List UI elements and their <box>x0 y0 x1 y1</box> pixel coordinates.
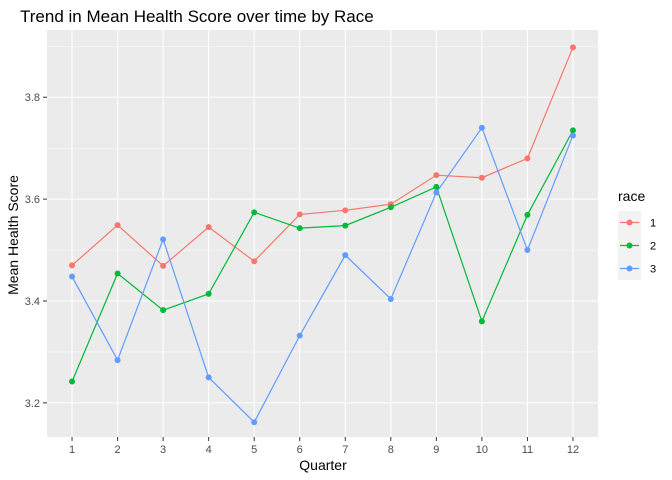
data-point-race-2 <box>524 211 531 218</box>
data-point-race-3 <box>478 124 485 131</box>
y-tick-label: 3.8 <box>25 92 40 104</box>
legend-label: 2 <box>650 241 656 253</box>
x-axis: 1 2 3 4 5 6 7 8 9 10 11 12 <box>69 437 579 456</box>
data-point-race-1 <box>251 258 258 265</box>
series-lines <box>71 47 574 424</box>
major-gridlines <box>47 30 598 437</box>
data-point-race-2 <box>342 222 349 229</box>
x-tick-label: 2 <box>115 444 121 456</box>
data-point-race-1 <box>69 262 76 269</box>
legend-title: race <box>618 188 645 204</box>
data-point-race-2 <box>433 183 440 190</box>
x-tick-label: 8 <box>388 444 394 456</box>
legend-key-point <box>626 265 633 272</box>
x-tick-label: 1 <box>69 444 75 456</box>
data-point-race-2 <box>160 307 167 314</box>
minor-gridlines <box>47 46 598 353</box>
x-axis-title: Quarter <box>299 457 347 473</box>
data-point-race-1 <box>478 174 485 181</box>
x-tick-label: 3 <box>160 444 166 456</box>
x-tick-label: 11 <box>522 444 533 456</box>
data-point-race-1 <box>569 44 576 51</box>
data-point-race-3 <box>205 374 212 381</box>
data-point-race-1 <box>205 224 212 231</box>
x-tick-label: 6 <box>297 444 303 456</box>
y-tick-label: 3.4 <box>25 296 40 308</box>
legend-key-point <box>626 242 633 249</box>
y-axis-title: Mean Health Score <box>5 175 21 295</box>
data-point-race-1 <box>114 222 121 229</box>
data-point-race-1 <box>433 172 440 179</box>
x-tick-label: 12 <box>567 444 579 456</box>
data-point-race-2 <box>387 204 394 211</box>
plot-panel <box>47 30 598 437</box>
chart-title: Trend in Mean Health Score over time by … <box>20 7 374 26</box>
data-point-race-3 <box>251 419 258 426</box>
legend: race 1 2 3 <box>618 188 656 280</box>
data-point-race-3 <box>296 332 303 339</box>
x-tick-label: 7 <box>342 444 348 456</box>
data-point-race-3 <box>342 252 349 259</box>
data-point-race-3 <box>160 236 167 243</box>
legend-label: 3 <box>650 264 656 276</box>
data-point-race-3 <box>433 189 440 196</box>
series-line-race-2 <box>71 130 574 382</box>
data-point-race-1 <box>296 211 303 218</box>
data-point-race-3 <box>387 295 394 302</box>
data-point-race-3 <box>69 273 76 280</box>
data-point-race-3 <box>524 247 531 254</box>
data-point-race-2 <box>69 378 76 385</box>
data-point-race-2 <box>478 318 485 325</box>
data-point-race-2 <box>569 127 576 134</box>
data-point-race-2 <box>205 290 212 297</box>
series-line-race-3 <box>71 126 574 424</box>
x-tick-label: 9 <box>433 444 439 456</box>
data-point-race-2 <box>114 270 121 277</box>
legend-label: 1 <box>650 218 656 230</box>
data-point-race-3 <box>569 132 576 139</box>
x-tick-label: 5 <box>251 444 257 456</box>
y-axis: 3.2 3.4 3.6 3.8 <box>25 92 47 410</box>
legend-key-point <box>626 219 633 226</box>
x-tick-label: 10 <box>476 444 488 456</box>
data-point-race-1 <box>160 262 167 269</box>
data-point-race-1 <box>524 155 531 162</box>
series-points <box>69 44 576 426</box>
y-tick-label: 3.6 <box>25 194 40 206</box>
x-tick-label: 4 <box>206 444 212 456</box>
data-point-race-2 <box>296 225 303 232</box>
data-point-race-1 <box>342 207 349 214</box>
y-tick-label: 3.2 <box>25 398 40 410</box>
data-point-race-3 <box>114 357 121 364</box>
data-point-race-2 <box>251 209 258 216</box>
